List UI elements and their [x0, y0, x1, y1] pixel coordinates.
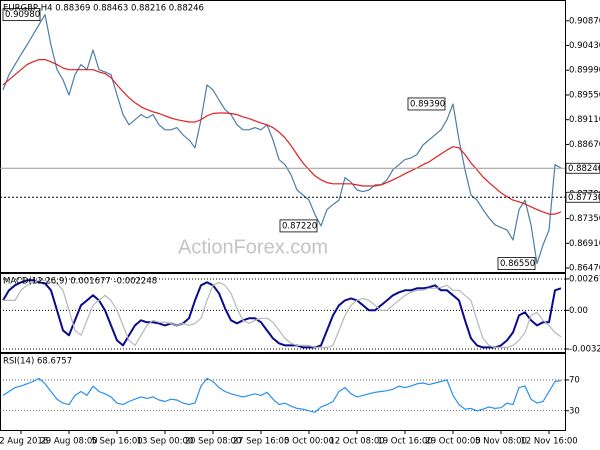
series-line: [2, 59, 562, 215]
x-tick-label: 5 Sep 16:00: [91, 437, 142, 447]
series-line: [2, 377, 562, 413]
price-box-label: 0.87730: [568, 193, 600, 203]
x-tick-label: 12 Nov 16:00: [520, 437, 577, 447]
annotation-box: [2, 8, 41, 22]
x-tick-label: 5 Nov 08:00: [475, 437, 527, 447]
price-box: [565, 162, 600, 174]
series-line: [3, 279, 562, 348]
panel-frame: [0, 353, 566, 431]
panel-title: MACD(12,26,9) 0.001677 -0.002248: [3, 277, 157, 287]
annotation-label: 0.90980: [5, 10, 40, 20]
x-tick-label: 22 Aug 2018: [0, 437, 48, 447]
x-tick-label: 27 Sep 16:00: [233, 437, 290, 447]
x-tick-label: 5 Oct 00:00: [284, 437, 334, 447]
panel-frame: [0, 273, 566, 353]
annotation-label: 0.86550: [500, 259, 535, 269]
y-tick-label: 0.00: [569, 306, 588, 316]
watermark: ActionForex.com: [178, 236, 328, 258]
annotation-box: [407, 97, 446, 111]
panel-title: RSI(14) 68.6757: [3, 357, 72, 367]
x-tick-label: 13 Sep 00:00: [137, 437, 194, 447]
price-box: [565, 191, 600, 203]
y-tick-label: -0.003293: [569, 344, 600, 354]
x-tick-label: 19 Oct 16:00: [377, 437, 432, 447]
x-tick-label: 29 Aug 08:00: [40, 437, 97, 447]
annotation-label: 0.87220: [282, 221, 317, 231]
x-tick-label: 12 Oct 08:00: [329, 437, 384, 447]
annotation-box: [279, 219, 318, 233]
panel-title: EURGBP,H4 0.88369 0.88463 0.88216 0.8824…: [3, 4, 204, 14]
x-tick-label: 20 Sep 08:00: [185, 437, 242, 447]
x-tick-label: 29 Oct 00:00: [425, 437, 480, 447]
y-tick-label: 0.002673: [569, 274, 600, 284]
annotation-label: 0.89390: [410, 99, 445, 109]
series-line: [2, 279, 562, 349]
annotation-box: [497, 257, 536, 270]
y-tick-label: 30: [569, 406, 580, 416]
series-line: [2, 14, 562, 265]
y-tick-label: 70: [569, 375, 580, 385]
price-box-label: 0.88246: [568, 164, 600, 174]
panel-frame: [0, 0, 566, 273]
